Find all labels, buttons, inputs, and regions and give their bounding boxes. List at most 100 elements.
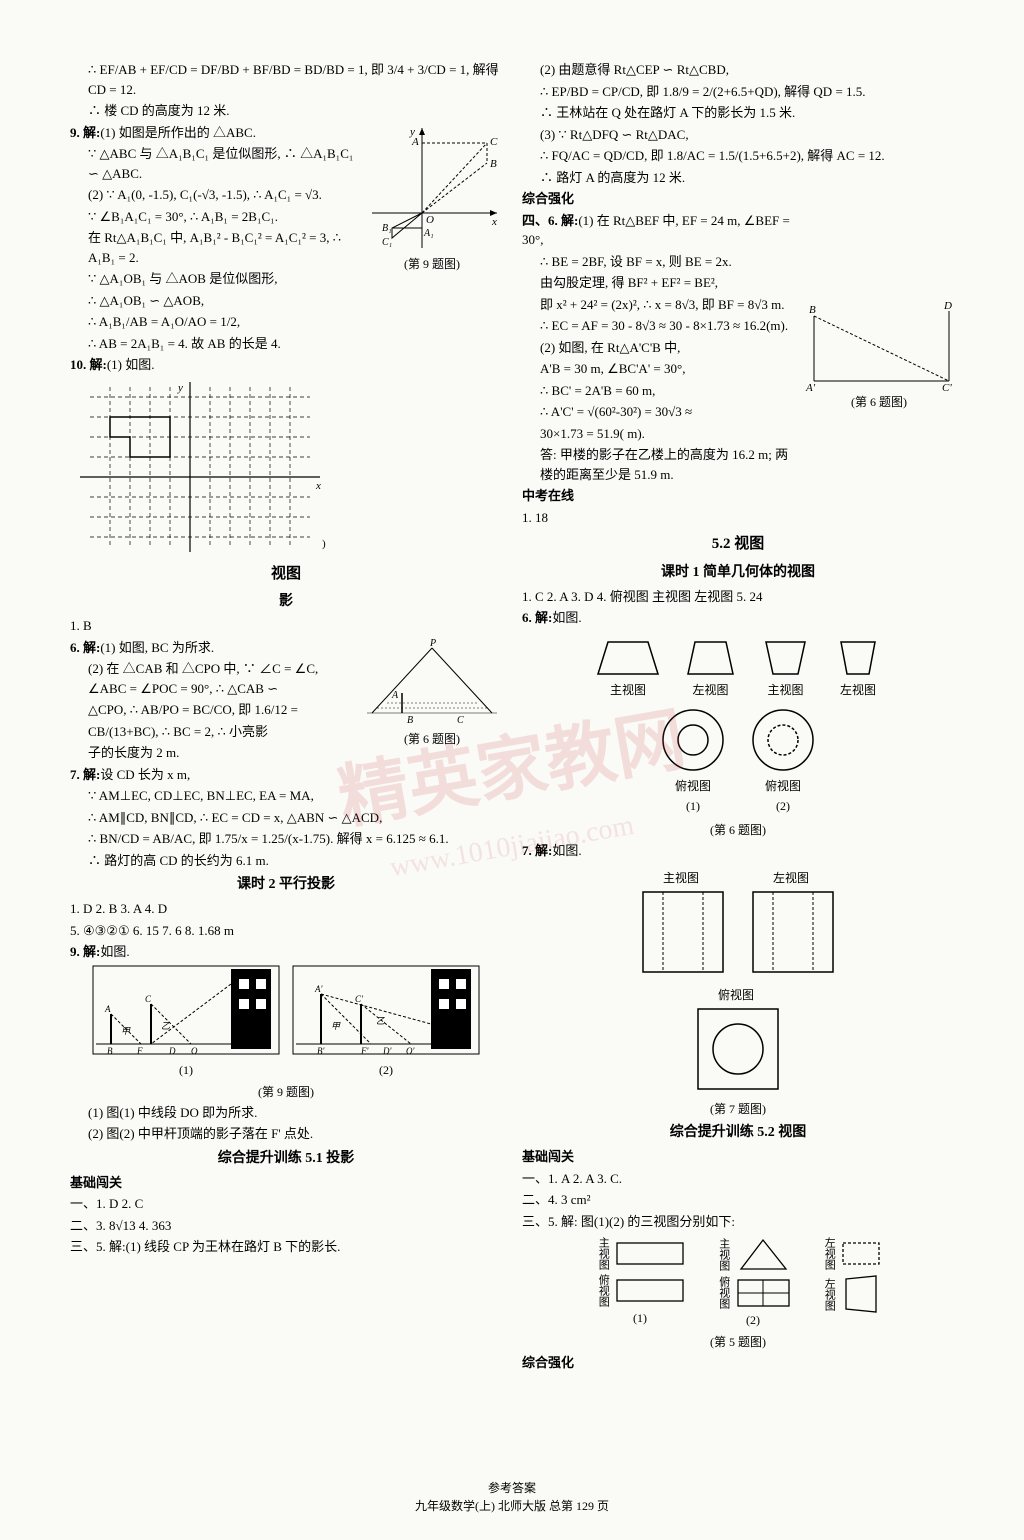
page-footer: 参考答案 九年级数学(上) 北师大版 总第 129 页 — [0, 1479, 1024, 1515]
subsection-title: 课时 2 平行投影 — [70, 874, 502, 895]
figure-6r-diagram: B D A' C' — [804, 301, 954, 391]
footer-line: 参考答案 — [0, 1479, 1024, 1497]
figure-10-grid: x y ) — [70, 377, 330, 557]
answer: 一、1. A 2. A 3. C. — [522, 1169, 954, 1189]
text: △CPO, ∴ AB/PO = BC/CO, 即 1.6/12 = — [70, 700, 356, 720]
problem-label: 6. 解:(1) 如图, BC 为所求. — [70, 638, 356, 658]
text: 由勾股定理, 得 BF² + EF² = BE², — [522, 273, 798, 293]
rect-dashed-icon — [841, 1241, 881, 1266]
sub-label: (2) — [291, 1061, 481, 1079]
figure-caption: (第 7 题图) — [522, 1100, 954, 1118]
trapezoid-icon — [833, 634, 883, 679]
figure-caption: (第 5 题图) — [522, 1333, 954, 1351]
svg-text:P: P — [429, 638, 436, 649]
text: 在 Rt△A₁B₁C₁ 中, A₁B₁² - B₁C₁² = A₁C₁² = 3… — [70, 228, 354, 267]
svg-text:D: D — [943, 301, 952, 312]
text: ∴ BC' = 2A'B = 60 m, — [522, 381, 798, 401]
triangle-icon — [736, 1237, 791, 1272]
square-dashed-icon — [638, 887, 728, 977]
view-label: 左视图 — [683, 681, 738, 699]
views-group-3: 主视图 左视图 — [522, 866, 954, 977]
svg-text:A₁: A₁ — [423, 228, 434, 239]
text: A'B = 30 m, ∠BC'A' = 30°, — [522, 359, 798, 379]
svg-text:C: C — [145, 994, 152, 1004]
views-group-4: 俯视图 — [522, 983, 954, 1094]
text: (1) 图(1) 中线段 DO 即为所求. — [70, 1103, 502, 1123]
trapezoid-icon — [683, 634, 738, 679]
svg-text:B': B' — [317, 1046, 325, 1056]
svg-text:A: A — [104, 1004, 111, 1014]
text: ∴ A'C' = √(60²-30²) = 30√3 ≈ — [522, 402, 798, 422]
view-label: 左视图 — [773, 869, 809, 887]
svg-text:D': D' — [382, 1046, 392, 1056]
quad-icon — [841, 1274, 881, 1314]
answer: 三、5. 解:(1) 线段 CP 为王林在路灯 B 下的影长. — [70, 1237, 502, 1257]
text: (2) 图(2) 中甲杆顶端的影子落在 F' 点处. — [70, 1124, 502, 1144]
text: 30×1.73 = 51.9( m). — [522, 424, 798, 444]
text: ∴ 路灯 A 的高度为 12 米. — [522, 168, 954, 188]
sub-label: (2) — [715, 1311, 791, 1329]
text: ∴ AB = 2A₁B₁ = 4. 故 AB 的长是 4. — [70, 334, 354, 354]
square-dashed-icon — [748, 887, 838, 977]
svg-text:O: O — [426, 214, 434, 226]
sub-label: (2) — [748, 797, 818, 815]
svg-text:O: O — [191, 1046, 198, 1056]
text: ∴ BE = 2BF, 设 BF = x, 则 BE = 2x. — [522, 252, 798, 272]
view-label: 俯视图 — [595, 1274, 612, 1307]
view-label: 主视图 — [715, 1238, 732, 1271]
footer-line: 九年级数学(上) 北师大版 总第 129 页 — [0, 1497, 1024, 1515]
svg-text:乙: 乙 — [376, 1016, 385, 1026]
svg-text:C: C — [457, 715, 464, 726]
text: ∴ EF/AB + EF/CD = DF/BD + BF/BD = BD/BD … — [70, 60, 502, 99]
problem-label: 10. 解:(1) 如图. — [70, 355, 502, 375]
svg-text:y: y — [177, 382, 183, 394]
svg-text:甲: 甲 — [331, 1021, 341, 1031]
view-label: 主视图 — [758, 681, 813, 699]
section-title: 5.2 视图 — [522, 533, 954, 556]
text: (2) 由题意得 Rt△CEP ∽ Rt△CBD, — [522, 60, 954, 80]
heading: 中考在线 — [522, 486, 954, 506]
svg-text:x: x — [491, 216, 497, 228]
svg-text:A: A — [411, 136, 419, 148]
svg-text:D: D — [168, 1046, 176, 1056]
svg-text:甲: 甲 — [121, 1026, 131, 1036]
text: (3) ∵ Rt△DFQ ∽ Rt△DAC, — [522, 125, 954, 145]
views-group-2: 俯视图 (1) 俯视图 (2) — [522, 705, 954, 815]
svg-text:C': C' — [355, 994, 364, 1004]
rect-cross-icon — [736, 1278, 791, 1308]
problem-label: 6. 解:如图. — [522, 608, 954, 628]
text: ∴ △A₁OB₁ ∽ △AOB, — [70, 291, 354, 311]
text: CB/(13+BC), ∴ BC = 2, ∴ 小亮影 — [70, 722, 356, 742]
subsection-title: 课时 1 简单几何体的视图 — [522, 562, 954, 583]
svg-text:x: x — [315, 480, 321, 492]
text: ∴ AM∥CD, BN∥CD, ∴ EC = CD = x, △ABN ∽ △A… — [70, 808, 502, 828]
svg-text:F': F' — [360, 1046, 369, 1056]
problem-label: 7. 解:如图. — [522, 841, 954, 861]
answer: 1. 18 — [522, 508, 954, 528]
answer: 三、5. 解: 图(1)(2) 的三视图分别如下: — [522, 1212, 954, 1232]
right-column: (2) 由题意得 Rt△CEP ∽ Rt△CBD, ∴ EP/BD = CP/C… — [522, 60, 954, 1460]
text: ∴ BN/CD = AB/AC, 即 1.75/x = 1.25/(x-1.75… — [70, 829, 502, 849]
view-label: 俯视图 — [658, 777, 728, 795]
sub-label: (1) — [658, 797, 728, 815]
view-label: 主视图 — [595, 1237, 612, 1270]
problem-label: 9. 解:(1) 如图是所作出的 △ABC. — [70, 123, 354, 143]
view-label: 左视图 — [833, 681, 883, 699]
section-title: 视图 — [70, 563, 502, 586]
figure-9-diagram: x y O A C B B₁ C₁ A₁ — [362, 123, 502, 253]
subsection-title: 综合提升训练 5.1 投影 — [70, 1148, 502, 1169]
text: ∴ 王林站在 Q 处在路灯 A 下的影长为 1.5 米. — [522, 103, 954, 123]
left-column: ∴ EF/AB + EF/CD = DF/BD + BF/BD = BD/BD … — [70, 60, 502, 1460]
subsection-title: 综合提升训练 5.2 视图 — [522, 1122, 954, 1143]
text: ∵ △ABC 与 △A₁B₁C₁ 是位似图形, ∴ △A₁B₁C₁ ∽ △ABC… — [70, 144, 354, 183]
figure-caption: (第 9 题图) — [362, 255, 502, 273]
problem-label: 7. 解:设 CD 长为 x m, — [70, 765, 502, 785]
text: (2) 如图, 在 Rt△A'C'B 中, — [522, 338, 798, 358]
svg-text:F: F — [136, 1046, 143, 1056]
figure-caption: (第 6 题图) — [522, 821, 954, 839]
views-group-1: 主视图 左视图 主视图 左视图 — [522, 634, 954, 699]
shadow-diagram-1: A甲 C乙 BF DO — [91, 964, 281, 1059]
sub-label: (1) — [91, 1061, 281, 1079]
svg-text:A': A' — [805, 382, 816, 391]
text: ∴ A₁B₁/AB = A₁O/AO = 1/2, — [70, 312, 354, 332]
